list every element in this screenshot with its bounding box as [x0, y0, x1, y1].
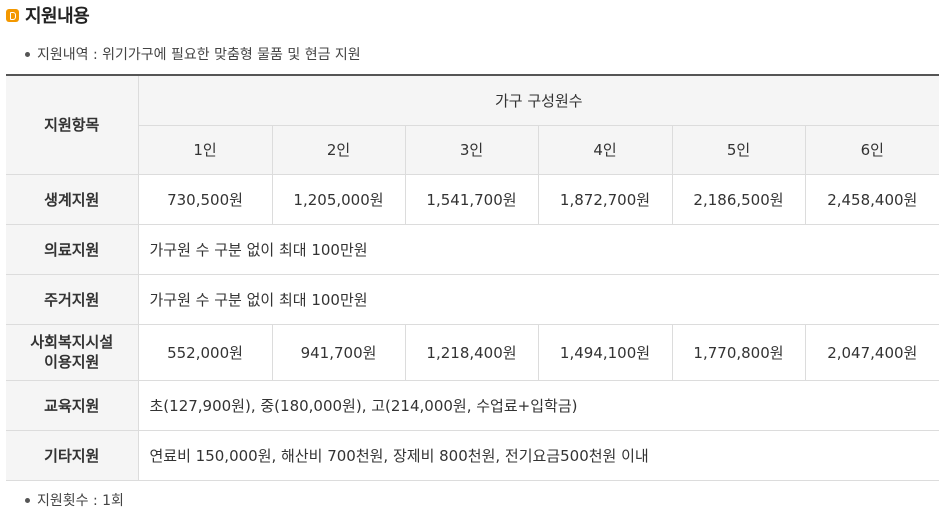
- column-header: 3인: [404, 124, 539, 175]
- support-table: 지원항목 가구 구성원수 1인 2인 3인 4인 5인 6인 생계지원 730,…: [6, 74, 940, 481]
- column-header: 6인: [804, 124, 940, 175]
- column-header: 1인: [138, 124, 273, 175]
- table-row: 교육지원 초(127,900원), 중(180,000원), 고(214,000…: [6, 379, 940, 431]
- row-label-welfare-line2: 이용지원: [44, 353, 100, 371]
- row-label-education: 교육지원: [6, 379, 139, 431]
- table-cell: 941,700원: [271, 323, 406, 381]
- table-cell: 1,541,700원: [404, 173, 539, 225]
- table-cell: 552,000원: [137, 323, 273, 381]
- table-subheader-row: 1인 2인 3인 4인 5인 6인: [6, 124, 940, 175]
- table-cell: 1,218,400원: [404, 323, 539, 381]
- table-cell: 1,494,100원: [537, 323, 673, 381]
- table-cell: 1,205,000원: [271, 173, 406, 225]
- table-row: 사회복지시설 이용지원 552,000원 941,700원 1,218,400원…: [6, 323, 940, 381]
- support-details-bullet: 지원내역 : 위기가구에 필요한 맞춤형 물품 및 현금 지원: [25, 44, 361, 64]
- column-header: 5인: [671, 124, 806, 175]
- bullet-dot-icon: [25, 51, 30, 57]
- section-title-text: 지원내용: [25, 6, 90, 27]
- row-label-medical: 의료지원: [6, 223, 139, 275]
- table-row: 기타지원 연료비 150,000원, 해산비 700천원, 장제비 800천원,…: [6, 429, 940, 481]
- table-row: 의료지원 가구원 수 구분 없이 최대 100만원: [6, 223, 940, 275]
- support-count-text: 지원횟수 : 1회: [37, 493, 124, 509]
- household-size-header: 가구 구성원수: [137, 74, 940, 126]
- table-cell: 가구원 수 구분 없이 최대 100만원: [137, 223, 940, 275]
- table-cell: 1,770,800원: [671, 323, 806, 381]
- table-cell: 가구원 수 구분 없이 최대 100만원: [137, 273, 940, 325]
- table-row: 주거지원 가구원 수 구분 없이 최대 100만원: [6, 273, 940, 325]
- row-label-housing: 주거지원: [6, 273, 139, 325]
- table-cell: 730,500원: [137, 173, 273, 225]
- table-cell: 2,047,400원: [804, 323, 940, 381]
- section-title: 지원내용: [6, 3, 90, 27]
- bullet-dot-icon: [25, 497, 30, 503]
- table-row: 생계지원 730,500원 1,205,000원 1,541,700원 1,87…: [6, 173, 940, 225]
- column-header: 2인: [271, 124, 406, 175]
- table-cell: 2,458,400원: [804, 173, 940, 225]
- document-icon: [6, 8, 19, 22]
- row-label-other: 기타지원: [6, 429, 139, 481]
- table-header-row: 지원항목 가구 구성원수: [6, 74, 940, 175]
- row-label-living: 생계지원: [6, 173, 139, 225]
- table-cell: 1,872,700원: [537, 173, 673, 225]
- table-cell: 연료비 150,000원, 해산비 700천원, 장제비 800천원, 전기요금…: [137, 429, 940, 481]
- row-label-welfare: 사회복지시설 이용지원: [6, 323, 139, 381]
- item-header: 지원항목: [6, 74, 139, 175]
- support-details-text: 지원내역 : 위기가구에 필요한 맞춤형 물품 및 현금 지원: [37, 47, 361, 63]
- support-count-bullet: 지원횟수 : 1회: [25, 490, 124, 510]
- row-label-welfare-line1: 사회복지시설: [30, 333, 114, 351]
- table-cell: 2,186,500원: [671, 173, 806, 225]
- table-cell: 초(127,900원), 중(180,000원), 고(214,000원, 수업…: [137, 379, 940, 431]
- column-header: 4인: [537, 124, 673, 175]
